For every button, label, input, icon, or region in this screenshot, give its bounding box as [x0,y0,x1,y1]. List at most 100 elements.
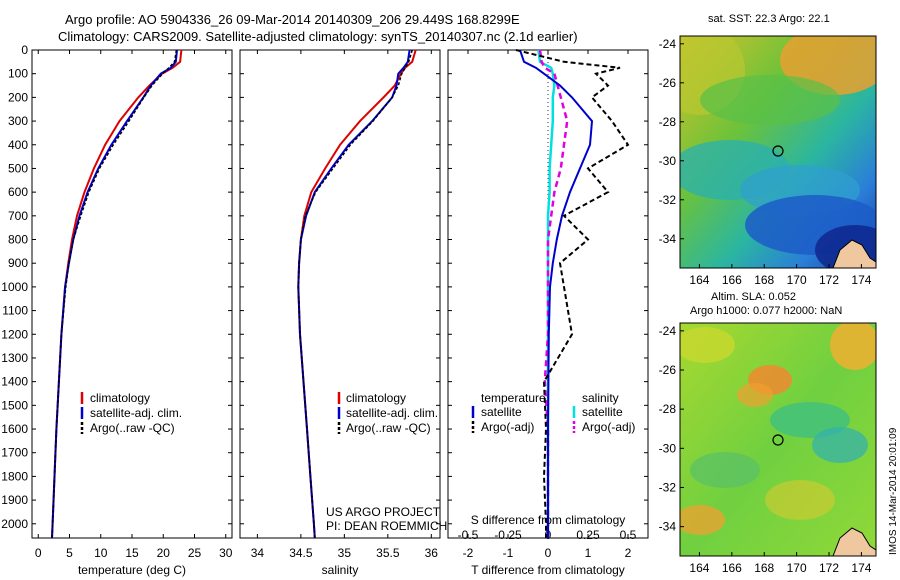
depth-tick-label: 1500 [1,398,28,412]
temperature-panel [31,49,233,539]
t-difference-tick-label: -1 [503,546,514,560]
depth-tick-label: 400 [8,138,28,152]
sla-lat-tick-label: -32 [659,480,677,494]
argo-location-marker [772,145,784,157]
depth-tick-label: 1000 [1,280,28,294]
temperature-legend: climatology satellite-adj. clim. Argo(..… [80,391,182,435]
depth-axis: 0 100 200 300 400 500 600 700 800 900 1000 1100 1200… [1,43,648,531]
legend-argo-label: Argo(..raw -QC) [90,421,175,435]
sla-map: -24 -26 -28 -30 -32 -34 164 166 168 170 172 174 [659,322,877,575]
depth-tick-label: 300 [8,114,28,128]
sst-map-y-axis: -24 -26 -28 -30 -32 -34 [659,37,684,246]
legend-argo-label: Argo(..raw -QC) [346,421,431,435]
depth-tick-label: 0 [21,43,28,57]
depth-tick-label: 2000 [1,517,28,531]
temperature-x-axis: 0 5 10 15 20 25 30 [35,50,233,560]
depth-tick-label: 1200 [1,327,28,341]
temperature-tick-label: 25 [188,546,202,560]
sla-lon-tick-label: 168 [754,561,774,575]
sla-lon-tick-label: 170 [787,561,807,575]
salinity-tick-label: 36 [425,546,439,560]
imos-timestamp: IMOS 14-Mar-2014 20:01:09 [888,427,899,555]
sst-lat-tick-label: -32 [659,193,677,207]
depth-tick-label: 800 [8,233,28,247]
sst-lat-tick-label: -26 [659,76,677,90]
argo-height-label: Argo h1000: 0.077 h2000: NaN [690,305,843,317]
sst-lon-tick-label: 166 [722,273,742,287]
sla-lat-tick-label: -28 [659,402,677,416]
salinity-tick-label: 34.5 [289,546,313,560]
sst-lat-tick-label: -28 [659,115,677,129]
depth-tick-label: 500 [8,161,28,175]
legend-temperature-title: temperature [481,391,546,405]
t-difference-tick-label: 1 [585,546,592,560]
difference-legend: temperature salinity satellite Argo(-adj… [471,391,635,434]
temperature-tick-label: 15 [125,546,139,560]
legend-sal-argo-label: Argo(-adj) [582,420,635,434]
salinity-tick-label: 35.5 [376,546,400,560]
sla-lon-tick-label: 174 [851,561,871,575]
depth-tick-label: 200 [8,90,28,104]
sla-lon-tick-label: 164 [689,561,709,575]
sla-map-x-axis: 164 166 168 170 172 174 [689,552,872,575]
temp-argo-line [51,49,178,539]
legend-temp-satellite-label: satellite [481,405,522,419]
sla-lat-tick-label: -26 [659,363,677,377]
legend-salinity-title: salinity [582,391,619,405]
depth-tick-label: 600 [8,185,28,199]
legend-temp-argo-label: Argo(-adj) [481,420,534,434]
temperature-tick-label: 5 [66,546,73,560]
sla-lat-tick-label: -34 [659,520,677,534]
sst-lon-tick-label: 174 [851,273,871,287]
sst-map-label: sat. SST: 22.3 Argo: 22.1 [708,13,830,25]
salinity-axis-label: salinity [322,563,359,577]
depth-tick-label: 1100 [2,304,28,318]
depth-tick-label: 1700 [1,446,28,460]
salinity-x-axis: 34 34.5 35 35.5 36 [251,50,439,560]
s-difference-axis-label: S difference from climatology [471,513,626,527]
depth-tick-label: 1600 [1,422,28,436]
pi-label: PI: DEAN ROEMMICH [326,519,447,533]
temperature-tick-label: 10 [94,546,108,560]
legend-sal-satellite-label: satellite [582,405,623,419]
sla-lon-tick-label: 166 [722,561,742,575]
sla-lat-tick-label: -30 [659,441,677,455]
legend-satellite-label: satellite-adj. clim. [90,406,182,420]
sst-lon-tick-label: 172 [819,273,839,287]
depth-tick-label: 100 [8,67,28,81]
depth-tick-label: 700 [8,209,28,223]
s-difference-tick-label: 0.5 [620,528,637,542]
salinity-tick-label: 35 [338,546,352,560]
salinity-panel [239,49,441,539]
t-difference-tick-label: 2 [625,546,632,560]
sla-lon-tick-label: 172 [819,561,839,575]
sst-lat-tick-label: -24 [659,37,677,51]
legend-climatology-label: climatology [346,391,406,405]
temperature-tick-label: 0 [35,546,42,560]
plot-title-line1: Argo profile: AO 5904336_26 09-Mar-2014 … [65,12,520,27]
s-difference-tick-label: -0.25 [494,528,522,542]
temperature-tick-label: 30 [219,546,233,560]
project-label: US ARGO PROJECT [326,505,441,519]
sst-lon-tick-label: 168 [754,273,774,287]
depth-tick-label: 1300 [1,351,28,365]
sal-argo-line [297,49,413,539]
sst-map-x-axis: 164 166 168 170 172 174 [689,264,872,287]
depth-tick-label: 1400 [1,375,28,389]
salinity-difference-axis: -0.5 -0.25 0 0.25 0.5 [458,528,637,542]
legend-climatology-label: climatology [90,391,150,405]
diff-temp-argo-line [515,49,630,538]
sla-map-label: Altim. SLA: 0.052 [711,291,796,303]
t-difference-axis-label: T difference from climatology [471,563,625,577]
temperature-axis-label: temperature (deg C) [78,563,186,577]
sst-lat-tick-label: -34 [659,232,677,246]
t-difference-tick-label: -2 [463,546,474,560]
depth-tick-label: 1800 [1,469,28,483]
t-difference-tick-label: 0 [545,546,552,560]
argo-location-marker [772,434,784,446]
plot-title-line2: Climatology: CARS2009. Satellite-adjuste… [58,29,578,44]
sst-map: -24 -26 -28 -30 -32 -34 164 166 168 170 172 174 [659,35,877,287]
temperature-tick-label: 20 [157,546,171,560]
diff-temp-satellite-line [519,49,594,538]
